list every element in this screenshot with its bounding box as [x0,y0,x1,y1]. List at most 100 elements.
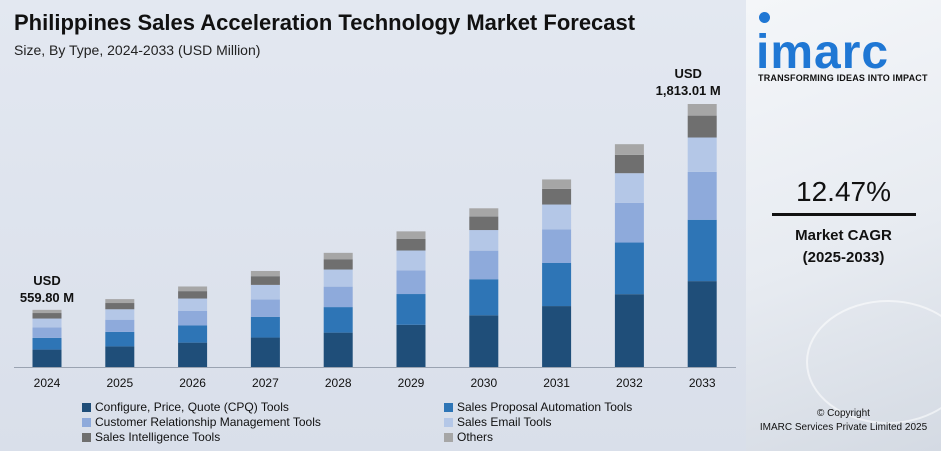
bar-2033-series-2 [687,219,717,282]
x-tick-label: 2032 [616,376,643,390]
x-tick-label: 2025 [106,376,133,390]
bar-2025-series-2 [105,331,135,347]
cagr-divider [772,213,916,216]
bar-2027-series-6 [250,270,280,277]
x-tick-label: 2028 [325,376,352,390]
bar-2029-series-5 [396,238,426,251]
x-tick-label: 2026 [179,376,206,390]
bar-2030-series-2 [469,279,499,316]
start-value-currency: USD [33,273,60,288]
bar-2024-series-6 [32,309,62,314]
bar-2030-series-3 [469,250,499,280]
legend-swatch [82,402,91,412]
copyright-company: IMARC Services Private Limited 2025 [759,422,928,433]
bar-2025-series-5 [105,303,135,310]
copyright-label: © Copyright [817,408,870,419]
bar-2024-series-1 [32,349,62,367]
bar-2029-series-2 [396,294,426,325]
bar-2024-series-4 [32,318,62,328]
bar-2031-series-1 [542,306,572,367]
legend-item: Sales Intelligence Tools [82,430,444,444]
legend-swatch [444,432,453,442]
chart-title: Philippines Sales Acceleration Technolog… [14,10,636,35]
legend-item: Sales Proposal Automation Tools [444,400,734,414]
bar-2029-series-4 [396,250,426,271]
chart-legend: Configure, Price, Quote (CPQ) Tools Sales… [82,400,742,444]
x-tick-label: 2033 [689,376,716,390]
bar-2024-series-5 [32,313,62,319]
end-value-currency: USD [674,66,701,81]
legend-label: Sales Proposal Automation Tools [457,400,633,414]
bar-2030-series-5 [469,216,499,231]
bar-2026-series-4 [178,298,208,312]
bar-2031-series-6 [542,179,572,189]
bar-2029-series-6 [396,231,426,239]
bar-2026-series-6 [178,286,208,292]
imarc-logo: imarc [756,26,890,79]
bar-2032-series-3 [614,202,644,243]
x-tick-label: 2030 [470,376,497,390]
bar-2027-series-4 [250,284,280,300]
chart-subtitle: Size, By Type, 2024-2033 (USD Million) [14,42,261,58]
legend-label: Customer Relationship Management Tools [95,415,321,429]
start-value-label: 559.80 M [20,290,74,305]
bar-2028-series-1 [323,332,353,367]
bar-2033-series-5 [687,115,717,138]
legend-label: Sales Intelligence Tools [95,430,221,444]
bar-2026-series-3 [178,311,208,326]
logo-dot-icon [759,12,770,23]
bar-2025-series-4 [105,309,135,320]
brand-panel: imarc TRANSFORMING IDEAS INTO IMPACT 12.… [746,0,941,451]
bar-2031-series-2 [542,262,572,307]
bar-2032-series-1 [614,294,644,367]
bar-2033-series-4 [687,137,717,172]
legend-item: Others [444,430,734,444]
legend-swatch [444,402,453,412]
legend-swatch [444,417,453,427]
decorative-swirl [806,300,941,424]
bar-2031-series-5 [542,188,572,205]
bar-2030-series-6 [469,208,499,217]
cagr-period: (2025-2033) [802,249,885,266]
bar-2033-series-3 [687,171,717,220]
x-tick-label: 2031 [543,376,570,390]
bar-2028-series-6 [323,252,353,260]
chart-panel: Philippines Sales Acceleration Technolog… [0,0,746,451]
bar-2028-series-4 [323,269,353,287]
legend-label: Others [457,430,494,444]
bar-2028-series-2 [323,307,353,333]
bar-2025-series-6 [105,299,135,304]
legend-item: Sales Email Tools [444,415,734,429]
bar-2026-series-2 [178,325,208,343]
x-tick-label: 2029 [398,376,425,390]
bar-2030-series-1 [469,315,499,367]
x-axis-ticks: 2024 2025 2026 2027 2028 2029 2030 2031 2032 2033 [34,376,716,390]
bar-2028-series-5 [323,259,353,270]
bar-2027-series-3 [250,299,280,317]
legend-item: Customer Relationship Management Tools [82,415,444,429]
x-tick-label: 2027 [252,376,279,390]
bar-2025-series-1 [105,346,135,367]
bar-2032-series-5 [614,154,644,174]
bar-2030-series-4 [469,230,499,251]
stacked-bar-chart: 2024 2025 2026 2027 2028 2029 2030 2031 2032 2033… [14,66,736,390]
bar-2032-series-6 [614,144,644,155]
bar-2029-series-1 [396,324,426,367]
bar-2031-series-3 [542,229,572,263]
bar-2024-series-3 [32,327,62,338]
legend-swatch [82,417,91,427]
legend-label: Sales Email Tools [457,415,552,429]
bar-group [32,104,717,367]
cagr-value: 12.47% [796,176,891,207]
legend-item: Configure, Price, Quote (CPQ) Tools [82,400,444,414]
x-tick-label: 2024 [34,376,61,390]
bar-2027-series-5 [250,276,280,285]
bar-2031-series-4 [542,204,572,230]
bar-2026-series-5 [178,291,208,299]
bar-2027-series-2 [250,316,280,338]
bar-2029-series-3 [396,270,426,295]
bar-2033-series-6 [687,104,717,116]
bar-2028-series-3 [323,286,353,308]
end-value-label: 1,813.01 M [656,83,721,98]
bar-2032-series-4 [614,173,644,203]
